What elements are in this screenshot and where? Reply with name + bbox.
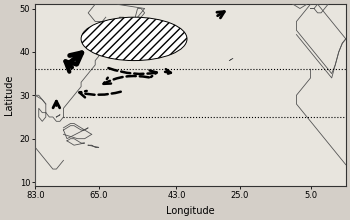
X-axis label: Longitude: Longitude (166, 206, 215, 216)
Y-axis label: Latitude: Latitude (4, 75, 14, 116)
Ellipse shape (81, 17, 187, 60)
